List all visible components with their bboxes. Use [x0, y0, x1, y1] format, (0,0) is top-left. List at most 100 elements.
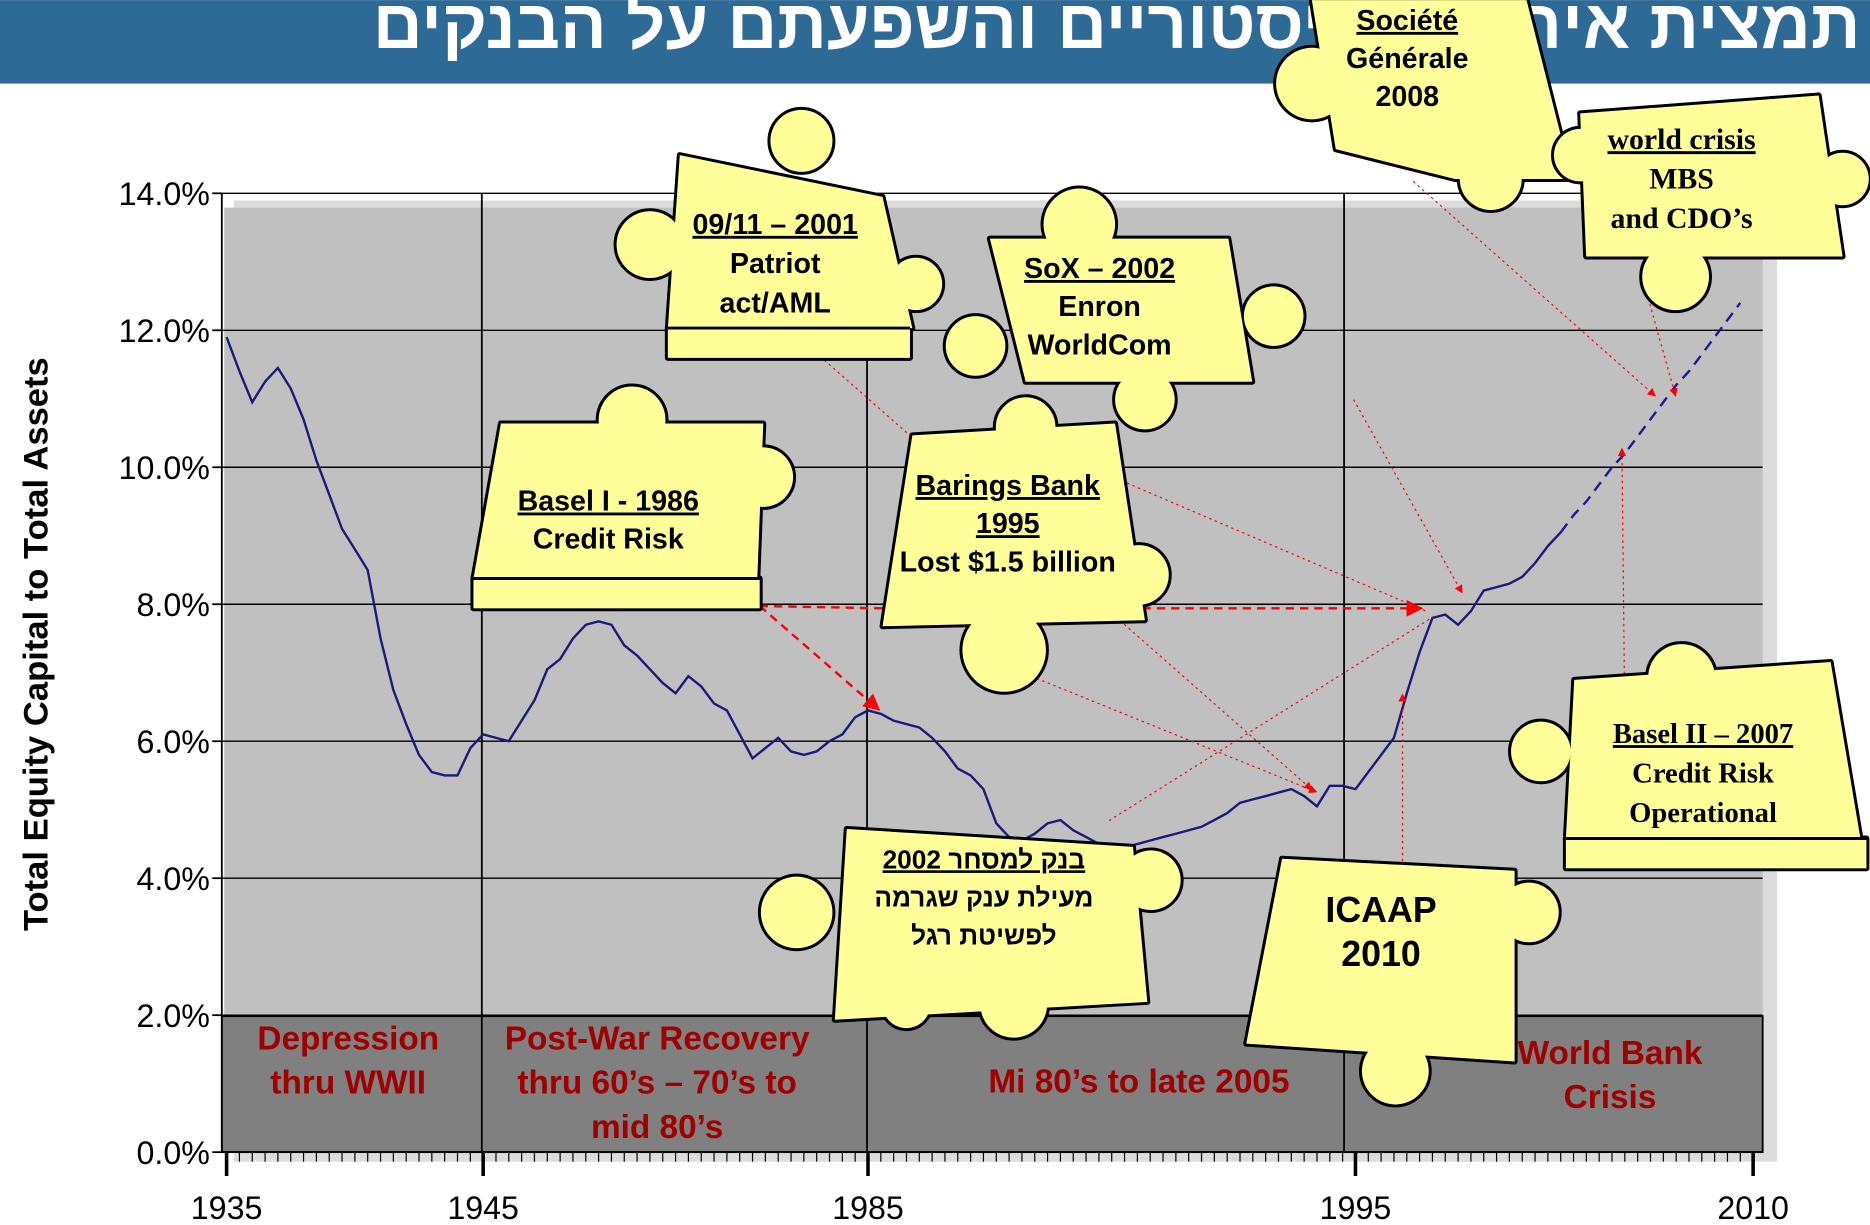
era-label: thru 60’s – 70’s to: [517, 1065, 796, 1102]
piece-part: [598, 386, 666, 454]
arrows: [758, 180, 1678, 862]
era-label: Depression: [257, 1021, 439, 1058]
annotation-text: Basel I - 1986: [518, 486, 699, 518]
y-tick-label: 0.0%: [137, 1135, 210, 1171]
annotation: בנק למסחר 2002 מעילת ענק שגרמה לפשיטת רגל: [757, 825, 1184, 1041]
annotation-text: and CDO’s: [1611, 202, 1753, 235]
piece-part: [1361, 1037, 1429, 1105]
piece-part: [1499, 882, 1559, 943]
annotation: Barings Bank 1995 Lost $1.5 billion: [879, 394, 1172, 695]
annotation-text: 2010: [1341, 934, 1421, 974]
piece-part: [962, 608, 1046, 692]
annotation-text: Générale: [1346, 43, 1468, 75]
annotation-text: Basel II – 2007: [1613, 718, 1793, 750]
piece-part: [1553, 128, 1607, 182]
y-tick-label: 8.0%: [137, 587, 210, 623]
annotation: Basel I - 1986 Credit Risk: [470, 383, 797, 612]
piece-part: [882, 423, 1145, 627]
piece-part: [667, 155, 913, 329]
piece-part: [1565, 838, 1867, 869]
annotation: Basel II – 2007 Credit Risk Operational: [1508, 641, 1870, 872]
arrow: [1126, 482, 1426, 612]
y-tick-label: 2.0%: [137, 998, 210, 1034]
era-label: thru WWII: [270, 1065, 426, 1102]
piece-part: [989, 238, 1253, 382]
y-tick-label: 12.0%: [119, 313, 210, 349]
annotation-text: act/AML: [720, 288, 831, 320]
x-tick-label: 2010: [1717, 1190, 1789, 1225]
title-bar: [0, 0, 1870, 84]
piece-part: [1642, 243, 1709, 311]
piece-part: [995, 397, 1056, 457]
era-label: World Bank: [1518, 1035, 1703, 1072]
annotation-text: 2008: [1375, 81, 1439, 113]
annotation: 09/11 – 2001 Patriot act/AML: [613, 106, 946, 361]
y-tick-label: 4.0%: [137, 861, 210, 897]
x-tick-label: 1935: [191, 1190, 263, 1225]
x-tick-label: 1995: [1320, 1190, 1392, 1225]
plot: 0.0% 2.0% 4.0% 6.0% 8.0% 10.0% 12.0% 14.0% 1935 1…: [119, 176, 1789, 1225]
annotation-text: world crisis: [1607, 123, 1755, 156]
era-label: Post-War Recovery: [505, 1021, 810, 1058]
piece-part: [473, 423, 764, 579]
annotation-text: WorldCom: [1028, 329, 1172, 361]
arrow: [1647, 298, 1678, 397]
annotation-text: Barings Bank: [916, 470, 1101, 502]
slide-title: תמצית אירועים היסטוריים והשפעתם על הבנקי…: [373, 0, 1861, 63]
era-label: Crisis: [1564, 1079, 1657, 1116]
annotation: world crisis MBS and CDO’s: [1550, 92, 1870, 314]
piece-part: [1276, 47, 1348, 120]
era-label: Mi 80’s to late 2005: [988, 1064, 1289, 1101]
arrow: [1108, 613, 1438, 822]
annotation-text: מעילת ענק שגרמה: [874, 882, 1093, 912]
annotation-text: Société: [1356, 5, 1458, 37]
piece-part: [889, 257, 943, 311]
annotation-text: Operational: [1629, 797, 1777, 829]
y-axis-label: Total Equity Capital to Total Assets: [18, 357, 56, 931]
piece-part: [1565, 661, 1861, 839]
data-line: [225, 336, 1562, 849]
annotation: Société Générale 2008: [1273, 0, 1575, 213]
data-line: [1559, 302, 1742, 534]
annotation-text: Lost $1.5 billion: [900, 546, 1116, 578]
piece-part: [616, 211, 684, 278]
arrow: [759, 604, 883, 610]
era-label: mid 80’s: [591, 1109, 723, 1146]
annotation-text: Enron: [1058, 291, 1141, 323]
piece-part: [945, 316, 1006, 376]
piece-part: [1511, 721, 1571, 782]
piece-part: [980, 970, 1048, 1038]
piece-part: [1246, 858, 1515, 1062]
piece-part: [733, 447, 794, 507]
piece-part: [473, 578, 760, 609]
arrow: [758, 605, 881, 711]
piece-part: [760, 876, 833, 949]
y-tick-label: 10.0%: [119, 450, 210, 486]
annotation: SoX – 2002 Enron WorldCom: [942, 185, 1307, 433]
piece-part: [834, 828, 1148, 1020]
annotation-text: ICAAP: [1325, 890, 1436, 930]
piece-part: [770, 109, 833, 172]
arrow: [1025, 673, 1318, 794]
arrow: [1617, 447, 1627, 674]
puzzle-pieces: Société Générale 2008 world crisis MBS and CD…: [470, 0, 1870, 1108]
annotation-text: 09/11 – 2001: [692, 209, 858, 241]
annotation-text: 1995: [976, 508, 1040, 540]
annotation-text: Patriot: [730, 248, 821, 280]
annotation-text: MBS: [1649, 163, 1714, 196]
annotation-text: Credit Risk: [533, 524, 684, 556]
piece-part: [1109, 545, 1169, 605]
arrow: [810, 347, 1313, 791]
y-tick-label: 6.0%: [137, 724, 210, 760]
y-tick-label: 14.0%: [119, 176, 210, 212]
arrow: [1353, 399, 1463, 594]
piece-part: [1121, 850, 1181, 911]
piece-part: [1311, 0, 1572, 179]
x-tick-label: 1945: [447, 1190, 519, 1225]
piece-part: [1580, 95, 1843, 257]
piece-part: [1043, 188, 1116, 261]
annotation-text: Credit Risk: [1632, 757, 1774, 789]
piece-part: [1816, 152, 1869, 206]
